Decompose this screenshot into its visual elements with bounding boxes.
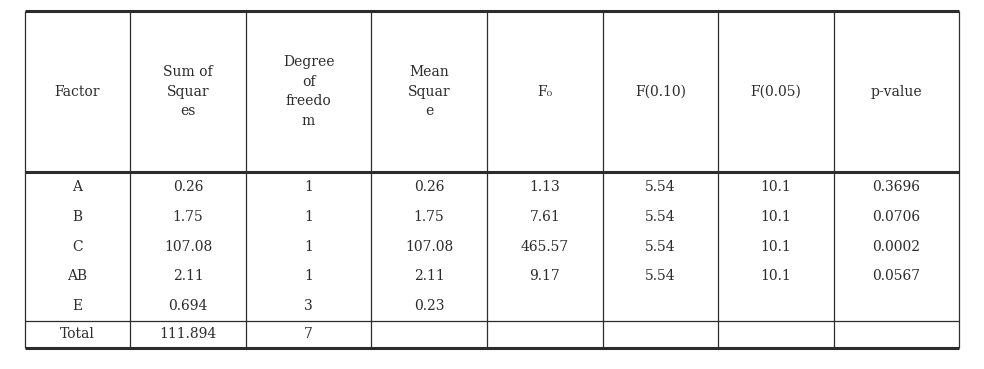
Text: 111.894: 111.894 — [159, 327, 216, 341]
Text: Total: Total — [60, 327, 94, 341]
Text: 107.08: 107.08 — [163, 239, 213, 254]
Text: 0.3696: 0.3696 — [873, 180, 921, 194]
Text: F(0.10): F(0.10) — [635, 85, 686, 99]
Text: 7.61: 7.61 — [529, 210, 560, 224]
Text: 1: 1 — [304, 269, 313, 283]
Text: 0.0706: 0.0706 — [873, 210, 921, 224]
Text: 0.694: 0.694 — [168, 299, 208, 313]
Text: 0.0002: 0.0002 — [873, 239, 921, 254]
Text: F₀: F₀ — [537, 85, 552, 99]
Text: 10.1: 10.1 — [761, 239, 791, 254]
Text: 7: 7 — [304, 327, 313, 341]
Text: 5.54: 5.54 — [646, 239, 676, 254]
Text: A: A — [73, 180, 83, 194]
Text: 1.75: 1.75 — [172, 210, 204, 224]
Text: F(0.05): F(0.05) — [751, 85, 801, 99]
Text: 5.54: 5.54 — [646, 180, 676, 194]
Text: 0.23: 0.23 — [414, 299, 445, 313]
Text: AB: AB — [67, 269, 88, 283]
Text: Mean
Squar
e: Mean Squar e — [407, 65, 451, 118]
Text: E: E — [72, 299, 83, 313]
Text: 0.26: 0.26 — [414, 180, 445, 194]
Text: 2.11: 2.11 — [172, 269, 204, 283]
Text: 1.75: 1.75 — [414, 210, 445, 224]
Text: 3: 3 — [304, 299, 313, 313]
Text: 1: 1 — [304, 210, 313, 224]
Text: Degree
of
freedo
m: Degree of freedo m — [282, 55, 335, 128]
Text: Sum of
Squar
es: Sum of Squar es — [163, 65, 213, 118]
Text: 0.0567: 0.0567 — [873, 269, 921, 283]
Text: 5.54: 5.54 — [646, 210, 676, 224]
Text: 10.1: 10.1 — [761, 269, 791, 283]
Text: 2.11: 2.11 — [414, 269, 445, 283]
Text: B: B — [72, 210, 83, 224]
Text: 1: 1 — [304, 239, 313, 254]
Text: 1: 1 — [304, 180, 313, 194]
Text: 9.17: 9.17 — [529, 269, 560, 283]
Text: C: C — [72, 239, 83, 254]
Text: 5.54: 5.54 — [646, 269, 676, 283]
Text: 107.08: 107.08 — [405, 239, 454, 254]
Text: Factor: Factor — [55, 85, 100, 99]
Text: 0.26: 0.26 — [172, 180, 203, 194]
Text: 10.1: 10.1 — [761, 180, 791, 194]
Text: p-value: p-value — [871, 85, 922, 99]
Text: 465.57: 465.57 — [521, 239, 569, 254]
Text: 1.13: 1.13 — [529, 180, 560, 194]
Text: 10.1: 10.1 — [761, 210, 791, 224]
